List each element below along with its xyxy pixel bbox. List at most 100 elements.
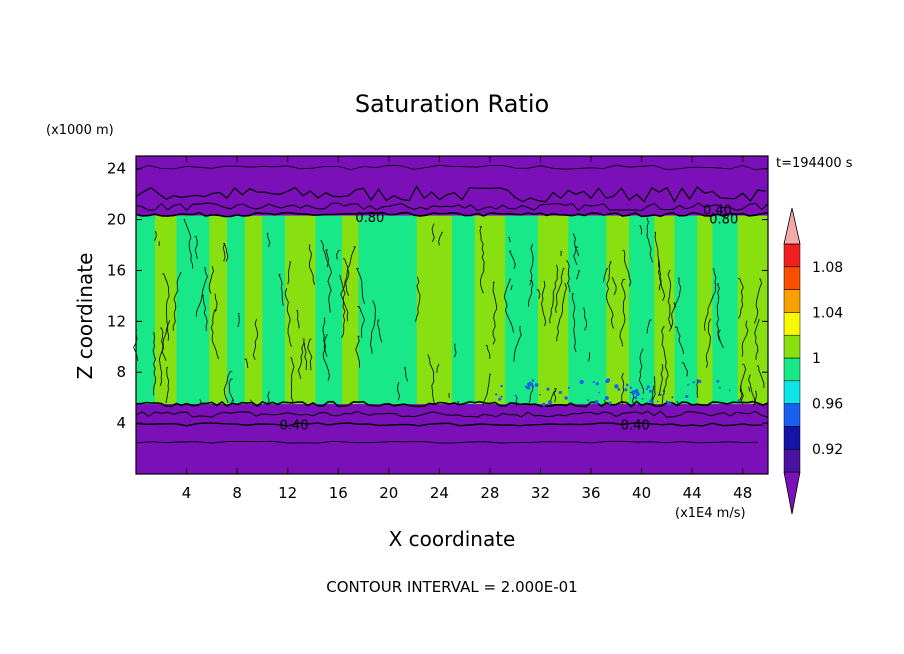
contour-streak [668, 277, 682, 332]
contour-interval-label: CONTOUR INTERVAL = 2.000E-01 [326, 578, 577, 596]
contour-streak [503, 278, 514, 333]
contour-streak [237, 313, 240, 328]
contour-streak [571, 293, 577, 352]
contour-streak [638, 348, 644, 394]
field-band-14 [505, 215, 539, 405]
subsaturated-speck [629, 386, 633, 389]
colorbar-label: 1 [812, 351, 821, 367]
contour-streak [431, 223, 435, 242]
contour-streak [754, 390, 757, 405]
contour-streak [436, 363, 440, 373]
contour-streak [741, 320, 749, 357]
colorbar-segment [783, 289, 801, 313]
contour-upper-040 [135, 185, 766, 203]
contour-label-2: 0.80 [709, 212, 738, 227]
colorbar-segment [783, 426, 801, 450]
subsaturated-speck [716, 379, 720, 383]
contour-streak [438, 231, 443, 246]
contour-streak [210, 309, 219, 360]
subsaturated-speck [500, 395, 503, 398]
contour-streak [572, 233, 580, 257]
contour-streak [223, 371, 233, 403]
contour-streak [252, 319, 259, 360]
contour-streak [196, 267, 208, 317]
contour-streak [244, 358, 249, 369]
contour-streak [612, 276, 617, 296]
field-band-2 [176, 215, 210, 405]
contour-streak [304, 342, 307, 371]
subsaturated-speck [737, 399, 741, 403]
contour-upper-060 [135, 202, 769, 212]
subsaturated-speck [728, 389, 731, 392]
subsaturated-speck [592, 380, 595, 384]
contour-streak [583, 307, 587, 331]
field-band-10 [358, 215, 418, 405]
contour-streak [158, 327, 164, 387]
contour-streak [208, 266, 214, 294]
contour-streak [250, 399, 254, 405]
subsaturated-speck [659, 393, 662, 397]
contour-streak [555, 267, 565, 313]
x-tick-label: 40 [632, 484, 651, 502]
contour-streak [194, 236, 198, 259]
field-band-7 [285, 215, 316, 405]
contour-streak [339, 275, 346, 339]
contour-streak [619, 279, 626, 347]
contour-streak [357, 306, 366, 338]
chart-title: Saturation Ratio [355, 90, 549, 118]
contour-streak [370, 300, 376, 355]
subsaturated-speck [631, 390, 636, 395]
x-tick-label: 44 [683, 484, 702, 502]
field-band-0 [136, 215, 156, 405]
subsaturated-speck [608, 401, 612, 405]
contour-streak [482, 373, 491, 406]
contour-streak [222, 243, 226, 262]
contour-streak [676, 401, 680, 406]
contour-upper-080 [135, 211, 769, 218]
colorbar-segment [783, 357, 801, 382]
contour-streak [183, 219, 194, 269]
contour-streak [658, 364, 664, 397]
field-band-13 [474, 215, 506, 405]
subsaturated-speck [649, 399, 653, 403]
contour-streak [705, 318, 712, 368]
x-tick-label: 28 [480, 484, 499, 502]
contour-label-4: 0.40 [621, 418, 650, 433]
field-band-12 [452, 215, 476, 405]
contour-streak [397, 382, 400, 401]
subsaturated-speck [692, 381, 695, 384]
contour-streak [549, 264, 559, 324]
subsaturated-speck [649, 389, 653, 393]
contour-streak [661, 326, 669, 394]
contour-streak [415, 276, 421, 322]
contour-streak [322, 317, 330, 381]
colorbar-label: 0.96 [812, 397, 843, 413]
colorbar-segment [783, 312, 801, 336]
subsaturated-speck [568, 386, 571, 389]
field-band-20 [674, 215, 698, 405]
contour-streak [199, 399, 202, 405]
contour-streak [606, 261, 614, 329]
subsaturated-speck [687, 383, 690, 386]
contour-streak [748, 386, 750, 392]
contour-streak [485, 345, 491, 359]
x-tick-label: 4 [182, 484, 192, 502]
subsaturated-speck [500, 384, 503, 388]
field-band-5 [244, 215, 263, 405]
contour-streak [510, 285, 513, 291]
field-band-6 [262, 215, 286, 405]
contour-top [135, 164, 769, 171]
subsaturated-speck [617, 387, 621, 391]
contour-streak [162, 273, 170, 341]
contour-streak [356, 268, 366, 305]
contour-streak [588, 352, 590, 362]
colorbar-segment [783, 448, 801, 473]
field-band-22 [712, 215, 739, 405]
contour-streak [560, 251, 562, 257]
contour-lower-080 [135, 400, 769, 408]
contour-streak [658, 260, 666, 301]
contour-streak [320, 240, 329, 268]
x-tick-label: 16 [329, 484, 348, 502]
subsaturated-speck [663, 392, 665, 395]
subsaturated-speck [559, 391, 563, 394]
